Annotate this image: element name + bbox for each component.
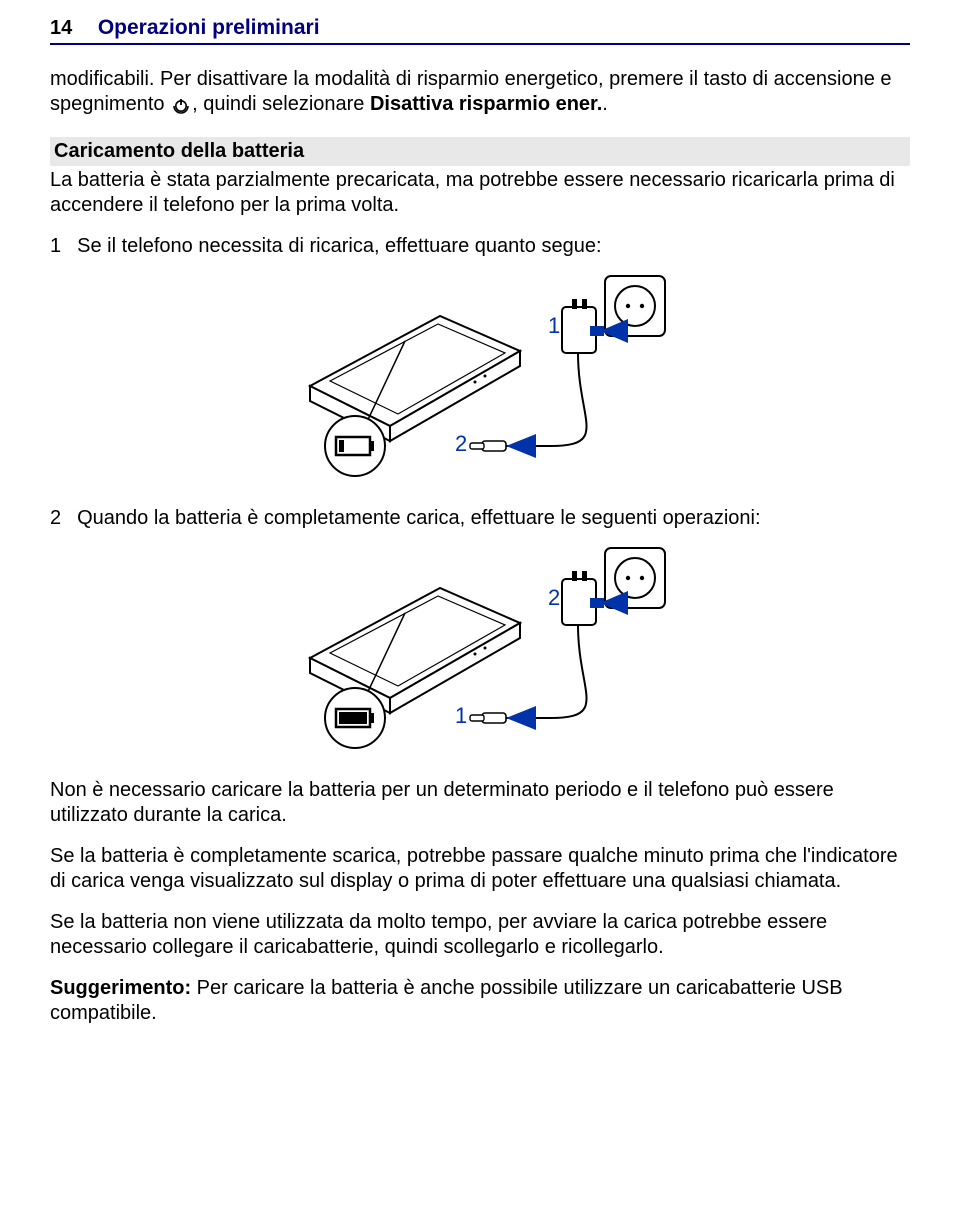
diagram2-label-plug: 1	[455, 703, 467, 728]
intro-paragraph: modificabili. Per disattivare la modalit…	[50, 67, 910, 121]
jack-plug-icon	[470, 441, 506, 451]
power-icon	[170, 94, 192, 121]
page-title: Operazioni preliminari	[98, 16, 320, 39]
paragraph-no-need: Non è necessario caricare la batteria pe…	[50, 778, 910, 828]
diagram-charging-full: 2 1	[50, 543, 910, 760]
paragraph-tip: Suggerimento: Per caricare la batteria è…	[50, 976, 910, 1026]
battery-full-icon	[325, 688, 385, 748]
step-2: 2 Quando la batteria è completamente car…	[50, 506, 910, 531]
jack-arrow-icon	[506, 706, 536, 730]
intro-bold-1: Disattiva risparmio ener.	[370, 93, 602, 115]
intro-text-2: , quindi selezionare	[192, 93, 370, 115]
intro-text-3: .	[602, 93, 608, 115]
step-1: 1 Se il telefono necessita di ricarica, …	[50, 234, 910, 259]
diagram2-label-socket: 2	[548, 585, 560, 610]
diagram1-label-socket: 1	[548, 313, 560, 338]
tip-label: Suggerimento:	[50, 977, 191, 999]
section-lead: La batteria è stata parzialmente precari…	[50, 168, 910, 218]
jack-plug-icon	[470, 713, 506, 723]
paragraph-fully-discharged: Se la batteria è completamente scarica, …	[50, 844, 910, 894]
jack-arrow-icon	[506, 434, 536, 458]
step-2-text: Quando la batteria è completamente caric…	[77, 506, 910, 531]
step-1-text: Se il telefono necessita di ricarica, ef…	[77, 234, 910, 259]
battery-low-icon	[325, 416, 385, 476]
section-heading-charging: Caricamento della batteria	[50, 137, 910, 166]
diagram-charging-empty: 1 2	[50, 271, 910, 488]
step-1-number: 1	[50, 234, 61, 259]
page-header: 14 Operazioni preliminari	[50, 15, 910, 45]
paragraph-long-unused: Se la batteria non viene utilizzata da m…	[50, 910, 910, 960]
page-number: 14	[50, 17, 72, 39]
step-2-number: 2	[50, 506, 61, 531]
diagram1-label-plug: 2	[455, 431, 467, 456]
